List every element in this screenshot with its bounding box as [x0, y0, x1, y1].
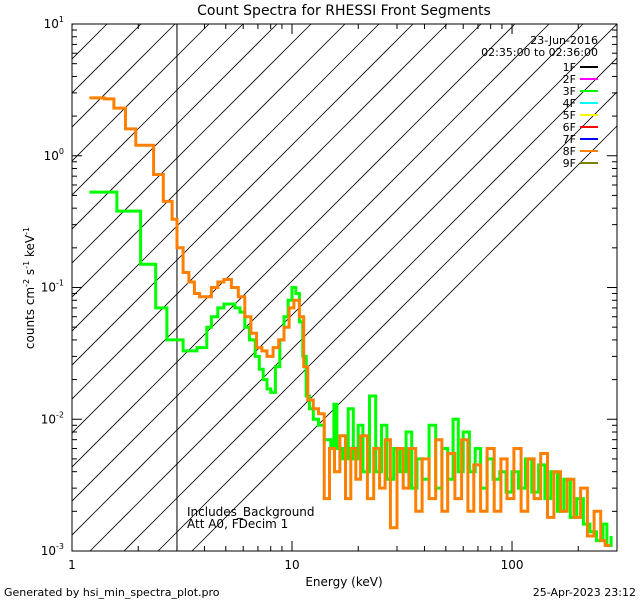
legend-label-4f: 4F [563, 97, 576, 110]
y-axis-label-exp3: -1 [22, 227, 31, 235]
hatch-line [89, 24, 617, 551]
legend-label-7f: 7F [563, 133, 576, 146]
y-tick-mantissa: 10 [41, 544, 56, 558]
y-tick-exponent: -1 [56, 279, 64, 288]
x-axis: 1 10 100 [68, 24, 618, 572]
legend-label-3f: 3F [563, 85, 576, 98]
series-8f-line [89, 96, 611, 547]
y-tick-label: 10-3 [41, 542, 64, 558]
hatch-line [72, 24, 278, 230]
legend-label-1f: 1F [563, 61, 576, 74]
y-tick-label: 10-1 [41, 279, 64, 295]
legend-label-9f: 9F [563, 157, 576, 170]
y-tick-mantissa: 10 [41, 281, 56, 295]
y-tick-exponent: -2 [56, 410, 64, 419]
y-tick-label: 10-2 [41, 410, 64, 426]
footer-timestamp: 25-Apr-2023 23:12 [533, 586, 636, 599]
y-tick-mantissa: 10 [44, 17, 59, 31]
y-axis-label-exp2: -1 [22, 261, 31, 269]
y-axis-label-base: counts cm [23, 287, 37, 349]
y-tick-label: 100 [44, 147, 64, 163]
hatch-line [72, 24, 584, 536]
legend-label-8f: 8F [563, 145, 576, 158]
hatch-line [72, 24, 414, 366]
series-3f-line [89, 190, 613, 547]
hatch-line [72, 24, 210, 162]
hatch-line [72, 24, 380, 332]
y-axis-label-end: keV [23, 234, 37, 261]
annotation-background: Includes_Background [187, 505, 315, 519]
y-tick-label: 101 [44, 15, 64, 31]
series-group [89, 96, 613, 547]
x-tick-label: 1 [68, 558, 76, 572]
y-tick-exponent: 0 [59, 147, 64, 156]
legend-label-5f: 5F [563, 109, 576, 122]
hatch-line [72, 24, 550, 502]
y-tick-exponent: -3 [56, 542, 64, 551]
chart-title: Count Spectra for RHESSI Front Segments [197, 3, 491, 19]
y-tick-mantissa: 10 [44, 149, 59, 163]
hatch-line [72, 24, 176, 128]
hatch-line [157, 91, 617, 551]
hatch-line [191, 125, 617, 551]
legend-label-2f: 2F [563, 73, 576, 86]
y-axis-label: counts cm-2 s-1 keV-1 [22, 227, 37, 349]
hatch-line [72, 24, 244, 196]
hatch-line [72, 24, 516, 468]
y-axis-label-exp1: -2 [22, 279, 31, 287]
y-axis-label-mid: s [23, 269, 37, 279]
legend-label-6f: 6F [563, 121, 576, 134]
observation-date: 23-Jun-2016 [530, 34, 598, 47]
y-tick-mantissa: 10 [41, 412, 56, 426]
observation-time-range: 02:35:00 to 02:36:00 [481, 46, 598, 59]
hatch-line [123, 57, 617, 551]
x-tick-label: 10 [284, 558, 299, 572]
y-tick-exponent: 1 [59, 15, 64, 24]
annotation-attenuator: Att A0, FDecim 1 [187, 517, 288, 531]
hatch-line [72, 24, 312, 264]
hatch-line [72, 24, 448, 400]
x-tick-label: 100 [501, 558, 524, 572]
x-axis-label: Energy (keV) [305, 575, 382, 589]
footer-generator: Generated by hsi_min_spectra_plot.pro [4, 586, 220, 599]
